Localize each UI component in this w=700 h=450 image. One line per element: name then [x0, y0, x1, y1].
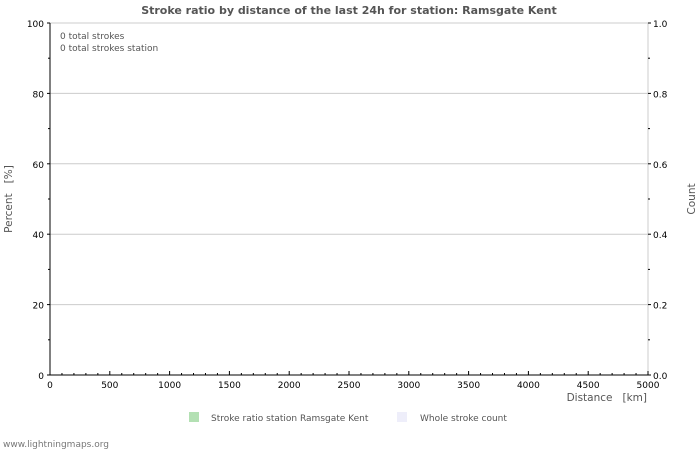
x-tick-label: 500 — [101, 381, 118, 391]
y2-tick-label: 0.4 — [653, 231, 668, 241]
y-tick-label: 20 — [33, 302, 45, 312]
annotation-total-strokes: 0 total strokes — [60, 32, 125, 42]
x-tick-label: 2000 — [278, 381, 301, 391]
x-tick-label: 1500 — [218, 381, 241, 391]
x-tick-label: 0 — [47, 381, 53, 391]
chart-title: Stroke ratio by distance of the last 24h… — [141, 4, 557, 17]
legend-label-stroke-ratio: Stroke ratio station Ramsgate Kent — [211, 414, 369, 424]
y2-tick-label: 0.8 — [653, 90, 668, 100]
legend-label-whole-count: Whole stroke count — [420, 414, 507, 424]
y-tick-label: 80 — [33, 90, 45, 100]
x-tick-label: 4000 — [517, 381, 540, 391]
annotation-total-strokes-station: 0 total strokes station — [60, 44, 158, 54]
y-axis-label: Percent [%] — [3, 165, 15, 233]
x-tick-label: 3500 — [457, 381, 480, 391]
y2-tick-label: 0.6 — [653, 161, 668, 171]
y2-tick-label: 0.2 — [653, 302, 667, 312]
y-tick-label: 60 — [33, 161, 45, 171]
plot-area — [49, 22, 649, 376]
x-tick-label: 3000 — [397, 381, 420, 391]
x-tick-label: 1000 — [158, 381, 181, 391]
footer-credit: www.lightningmaps.org — [3, 440, 109, 450]
y-tick-label: 0 — [38, 372, 44, 382]
y2-tick-label: 1.0 — [653, 20, 668, 30]
x-tick-label: 2500 — [338, 381, 361, 391]
y-tick-label: 100 — [27, 20, 44, 30]
x-tick-label: 5000 — [637, 381, 660, 391]
y2-tick-label: 0.0 — [653, 372, 668, 382]
y-tick-label: 40 — [33, 231, 45, 241]
x-tick-label: 4500 — [577, 381, 600, 391]
legend-swatch-stroke-ratio — [189, 412, 199, 422]
y2-axis-label: Count — [686, 183, 698, 214]
x-axis-label: Distance [km] — [567, 392, 647, 404]
legend-swatch-whole-count — [397, 412, 407, 422]
